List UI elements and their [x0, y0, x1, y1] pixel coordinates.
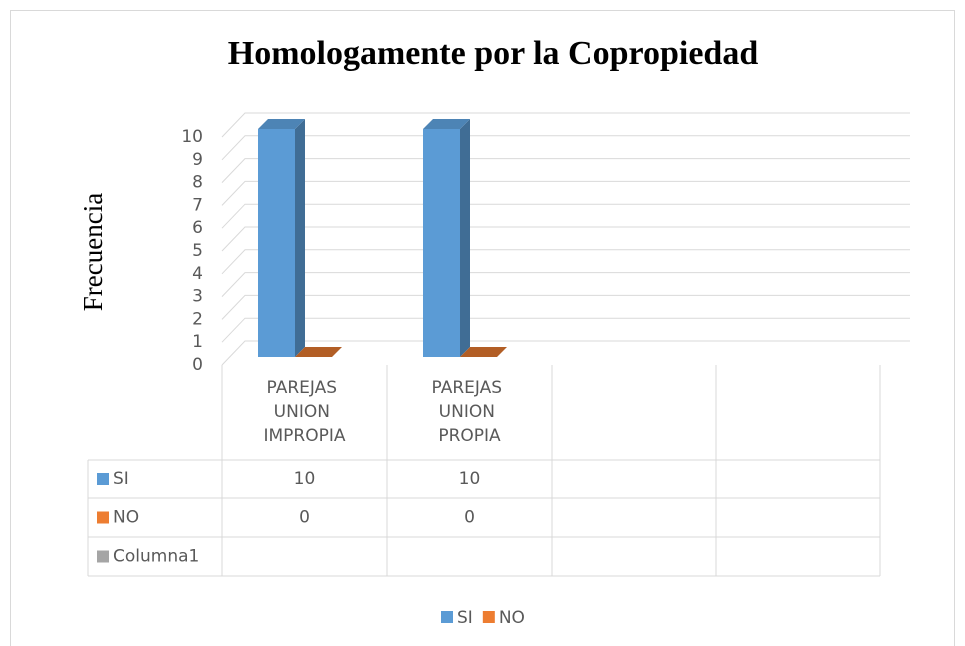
- table-value: 0: [464, 508, 475, 528]
- bar-top: [258, 119, 305, 129]
- y-tick-label: 7: [192, 195, 203, 215]
- grid-line: [221, 340, 910, 366]
- legend-label: NO: [499, 608, 525, 628]
- grid-line: [221, 294, 910, 320]
- legend-key: [482, 611, 495, 623]
- bar: [258, 119, 305, 357]
- bar: [295, 347, 342, 357]
- legend-key: [441, 611, 453, 623]
- chart-border: [10, 10, 955, 646]
- x-tick-label-line: PROPIA: [438, 426, 501, 446]
- x-tick-label-line: IMPROPIA: [263, 426, 345, 446]
- grid-line: [221, 180, 910, 206]
- grid-line: [221, 203, 910, 229]
- y-tick-label: 8: [192, 173, 203, 193]
- legend-label: SI: [457, 608, 473, 628]
- bar-side: [295, 119, 305, 357]
- y-tick-label: 5: [192, 241, 203, 261]
- table-legend-key: [97, 473, 109, 485]
- table-legend-key: [97, 550, 109, 563]
- table-legend-key: [97, 511, 109, 524]
- table-value: 0: [299, 508, 310, 528]
- y-tick-label: 2: [192, 309, 203, 329]
- bar-front: [258, 129, 295, 357]
- bar: [460, 347, 507, 357]
- y-tick-label: 10: [181, 127, 203, 147]
- table-value: 10: [459, 469, 481, 489]
- y-axis-label: Frecuencia: [78, 193, 108, 311]
- table-series-name: Columna1: [113, 547, 199, 567]
- bar-top: [295, 347, 342, 357]
- bar-top: [423, 119, 470, 129]
- chart-title: Homologamente por la Copropiedad: [228, 35, 759, 72]
- x-tick-label-line: UNION: [439, 402, 501, 422]
- grid-line: [221, 249, 910, 275]
- x-tick-label-line: PAREJAS: [432, 378, 508, 398]
- bar-side: [460, 119, 470, 357]
- bar-top: [460, 347, 507, 357]
- x-tick-label: PAREJAS UNION PROPIA: [432, 378, 508, 446]
- y-tick-label: 0: [192, 355, 203, 375]
- grid-line: [221, 158, 910, 183]
- table-series-name: NO: [113, 508, 139, 528]
- grid-line: [221, 112, 910, 138]
- bar: [423, 119, 470, 357]
- y-tick-label: 4: [192, 264, 203, 284]
- y-tick-label: 3: [192, 287, 203, 307]
- x-tick-label-line: UNION: [274, 402, 336, 422]
- y-tick-label: 6: [192, 218, 203, 238]
- grid-line: [221, 272, 910, 297]
- grid-line: [221, 317, 910, 343]
- table-series-name: SI: [113, 469, 129, 489]
- grid-line: [221, 226, 910, 252]
- bar-front: [423, 129, 460, 357]
- grid-line: [221, 135, 910, 161]
- table-value: 10: [294, 469, 316, 489]
- y-tick-label: 1: [192, 332, 203, 352]
- x-tick-label: PAREJAS UNION IMPROPIA: [263, 378, 345, 446]
- y-tick-label: 9: [192, 150, 203, 170]
- x-tick-label-line: PAREJAS: [267, 378, 343, 398]
